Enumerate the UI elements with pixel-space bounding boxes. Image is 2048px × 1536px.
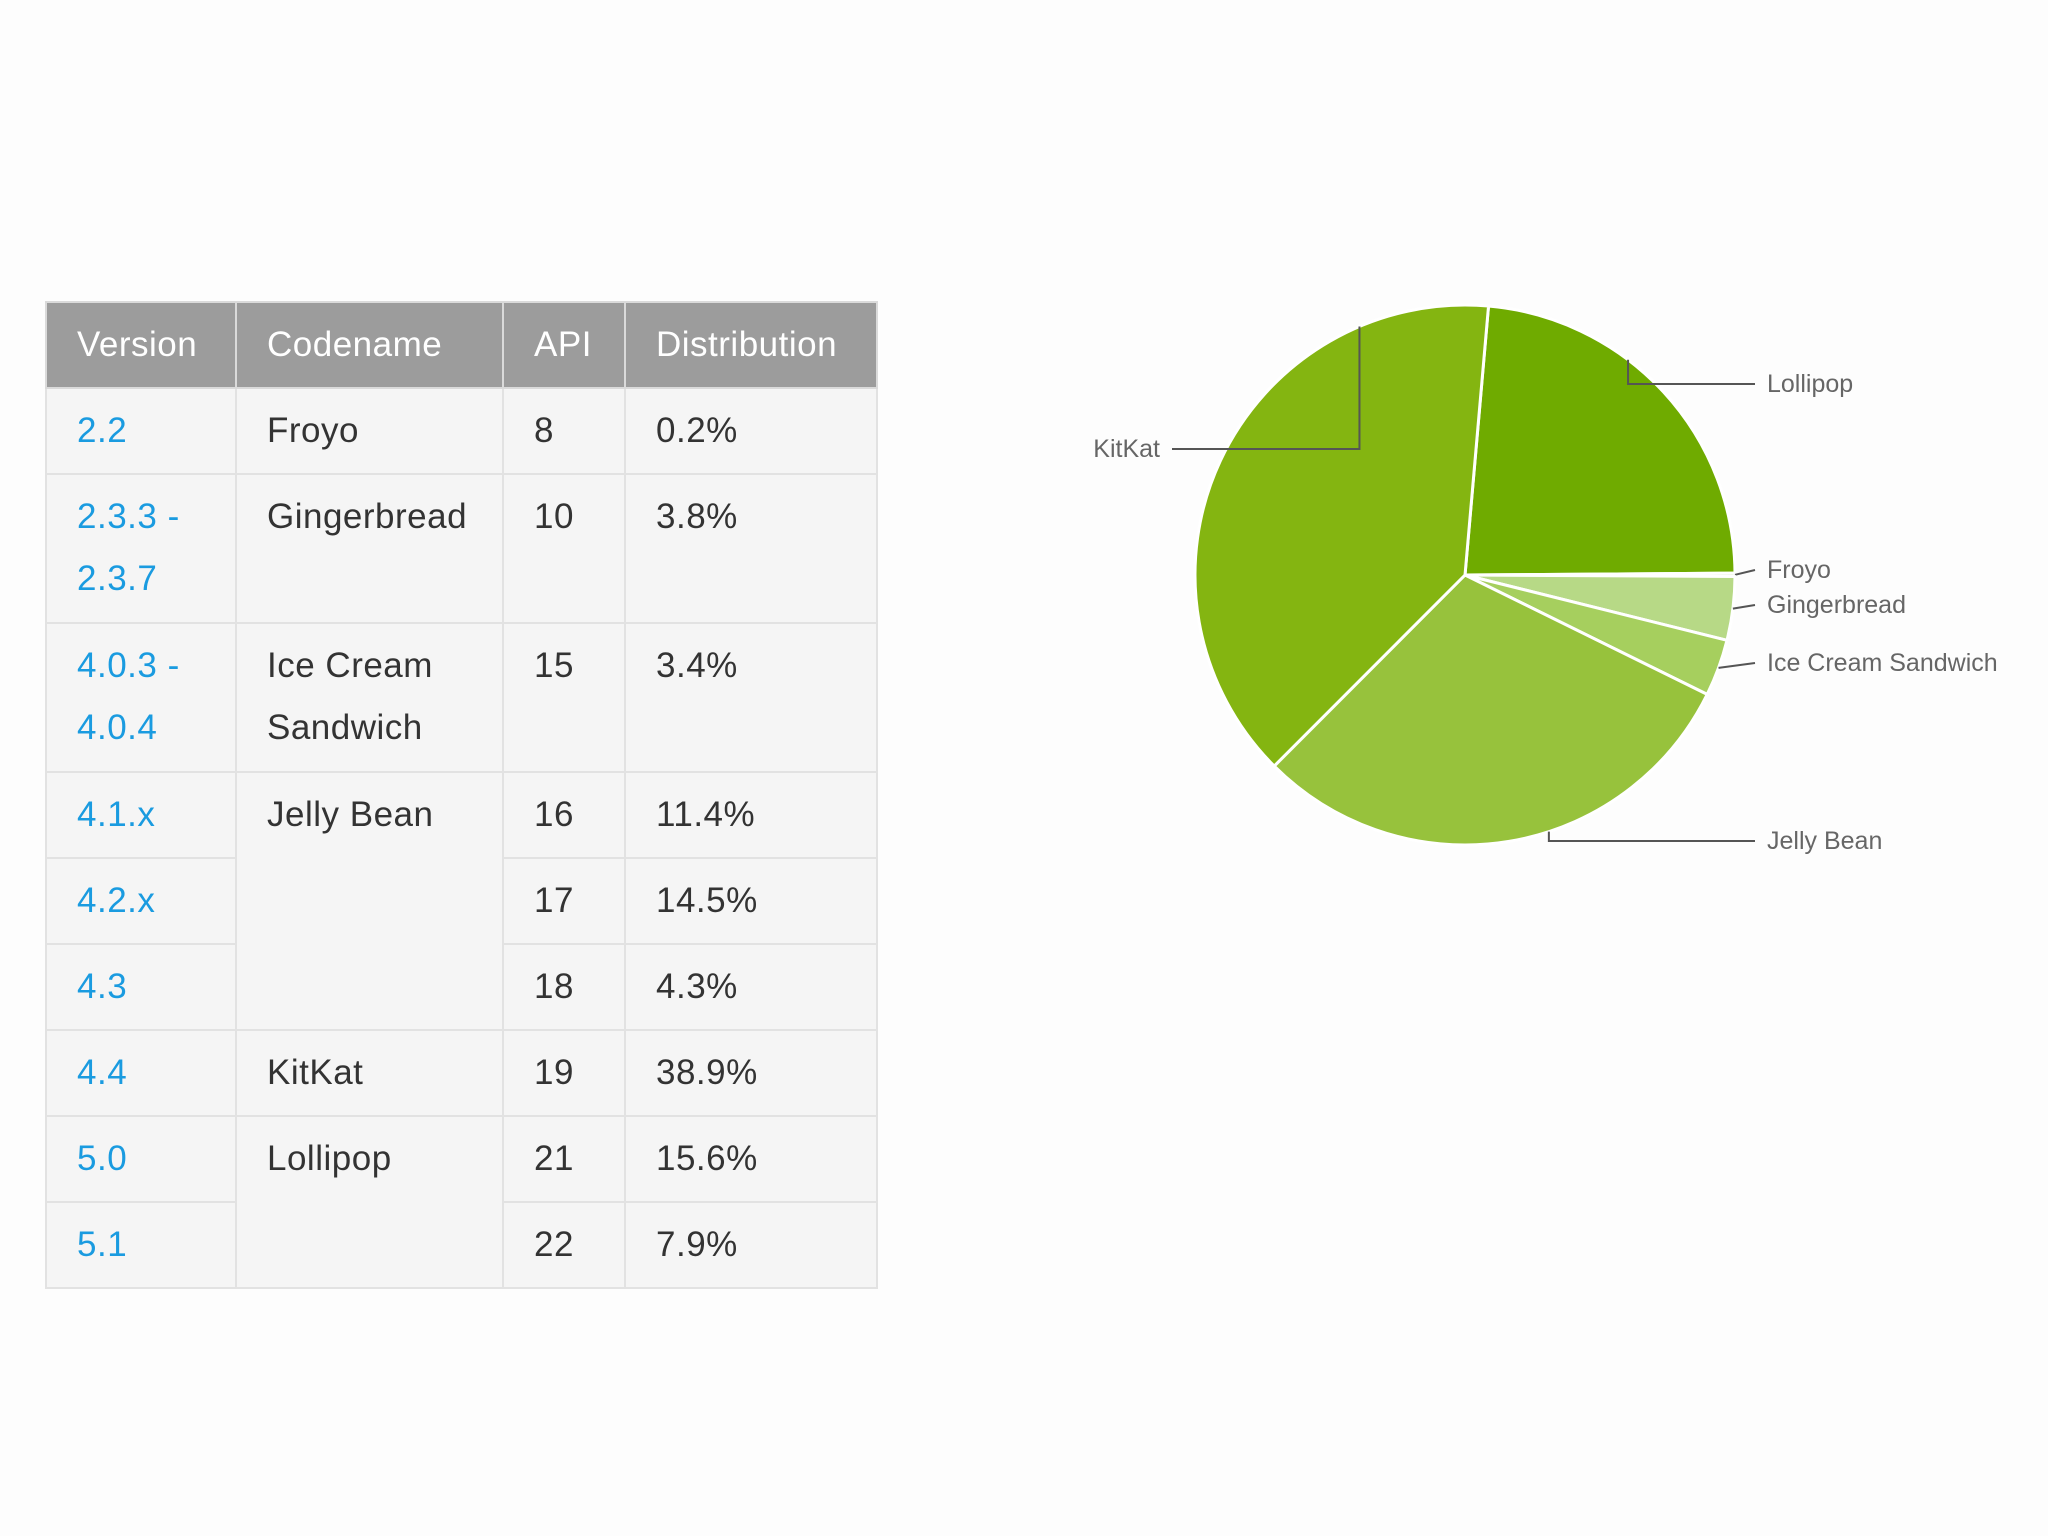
pie-slice-kitkat [1193, 303, 1491, 768]
table-header-row: Version Codename API Distribution [45, 301, 878, 389]
leader-line-kitkat [1172, 326, 1361, 450]
pie-label-jelly-bean: Jelly Bean [1767, 827, 1882, 855]
api-cell: 15 [502, 622, 626, 773]
table-row: 4.0.3 - 4.0.4 Ice Cream Sandwich 15 3.4% [45, 622, 878, 773]
table-row: 2.2 Froyo 8 0.2% [45, 387, 878, 475]
leader-line-gingerbread [1732, 604, 1756, 610]
distribution-cell: 4.3% [624, 943, 878, 1031]
version-link[interactable]: 4.0.3 - 4.0.4 [45, 622, 237, 773]
pie-label-lollipop: Lollipop [1767, 370, 1853, 398]
version-link[interactable]: 5.1 [45, 1201, 237, 1289]
pie-label-kitkat: KitKat [1093, 435, 1160, 463]
api-cell: 19 [502, 1029, 626, 1117]
codename-cell: Jelly Bean [235, 771, 504, 1031]
distribution-cell: 14.5% [624, 857, 878, 945]
codename-cell: Lollipop [235, 1115, 504, 1289]
table-row: 2.3.3 - 2.3.7 Gingerbread 10 3.8% [45, 473, 878, 624]
table-row: 4.3 18 4.3% [45, 943, 878, 1031]
distribution-cell: 7.9% [624, 1201, 878, 1289]
api-cell: 18 [502, 943, 626, 1031]
table-row: 4.1.x Jelly Bean 16 11.4% [45, 771, 878, 1031]
distribution-cell: 0.2% [624, 387, 878, 475]
version-link[interactable]: 4.1.x [45, 771, 237, 859]
header-distribution: Distribution [624, 301, 878, 389]
header-codename: Codename [235, 301, 504, 389]
api-cell: 22 [502, 1201, 626, 1289]
leader-line-froyo [1734, 569, 1756, 576]
leader-line-lollipop [1627, 359, 1755, 385]
table-row: 4.2.x 17 14.5% [45, 857, 878, 945]
header-api: API [502, 301, 626, 389]
version-link[interactable]: 4.3 [45, 943, 237, 1031]
distribution-table: Version Codename API Distribution 2.2 Fr… [45, 301, 878, 1289]
api-cell: 16 [502, 771, 626, 859]
distribution-cell: 3.8% [624, 473, 878, 624]
leader-line-ice-cream-sandwich [1718, 662, 1756, 669]
pie-label-gingerbread: Gingerbread [1767, 591, 1906, 619]
distribution-cell: 15.6% [624, 1115, 878, 1203]
pie-label-ice-cream-sandwich: Ice Cream Sandwich [1767, 649, 1998, 677]
pie-label-froyo: Froyo [1767, 556, 1831, 584]
version-link[interactable]: 5.0 [45, 1115, 237, 1203]
pie-slice-lollipop [1463, 304, 1737, 577]
distribution-cell: 38.9% [624, 1029, 878, 1117]
table-row: 4.4 KitKat 19 38.9% [45, 1029, 878, 1117]
pie-slice-jelly-bean [1272, 573, 1709, 847]
api-cell: 10 [502, 473, 626, 624]
codename-cell: Gingerbread [235, 473, 504, 624]
codename-cell: Froyo [235, 387, 504, 475]
leader-line-jelly-bean [1547, 831, 1755, 842]
api-cell: 21 [502, 1115, 626, 1203]
distribution-cell: 3.4% [624, 622, 878, 773]
table-row: 5.1 22 7.9% [45, 1201, 878, 1289]
codename-cell: Ice Cream Sandwich [235, 622, 504, 773]
api-cell: 17 [502, 857, 626, 945]
distribution-cell: 11.4% [624, 771, 878, 859]
header-version: Version [45, 301, 237, 389]
version-link[interactable]: 4.2.x [45, 857, 237, 945]
version-link[interactable]: 2.2 [45, 387, 237, 475]
version-link[interactable]: 2.3.3 - 2.3.7 [45, 473, 237, 624]
codename-cell: KitKat [235, 1029, 504, 1117]
version-link[interactable]: 4.4 [45, 1029, 237, 1117]
api-cell: 8 [502, 387, 626, 475]
table-row: 5.0 Lollipop 21 15.6% [45, 1115, 878, 1289]
